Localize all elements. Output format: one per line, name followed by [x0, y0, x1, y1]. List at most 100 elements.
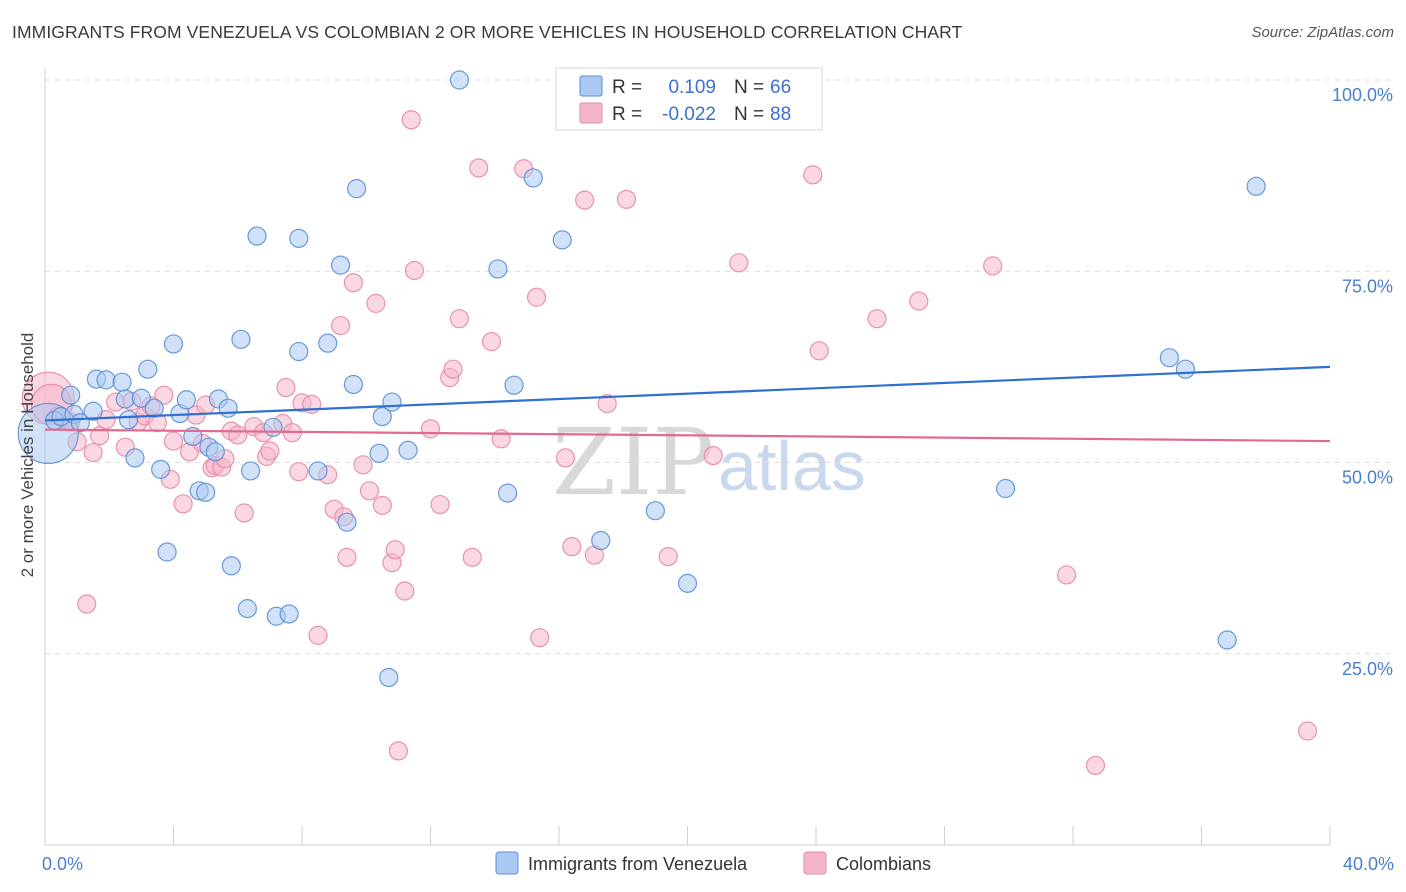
point-venezuela [157, 542, 177, 562]
point-colombians [366, 293, 386, 313]
series-legend-swatch-blue [495, 851, 519, 875]
point-venezuela [196, 482, 216, 502]
point-colombians [163, 431, 184, 451]
point-colombians [77, 594, 97, 614]
point-venezuela [231, 329, 251, 349]
point-colombians [909, 291, 929, 311]
point-colombians [430, 494, 450, 515]
series-legend-label-blue: Immigrants from Venezuela [528, 854, 748, 874]
point-venezuela [308, 461, 328, 481]
point-colombians [343, 273, 363, 293]
legend-r-value-1: 0.109 [668, 77, 716, 98]
y-tick-label: 25.0% [1342, 659, 1393, 679]
point-colombians [395, 581, 415, 601]
point-colombians [555, 448, 576, 468]
point-colombians [703, 446, 723, 466]
y-tick-label: 50.0% [1342, 468, 1393, 488]
legend-n-value-2: 88 [770, 104, 791, 125]
chart-source: Source: ZipAtlas.com [1251, 24, 1394, 41]
point-colombians [385, 540, 405, 560]
point-venezuela [552, 230, 572, 250]
point-colombians [308, 625, 328, 645]
legend-r-label-1: R = [612, 77, 642, 98]
point-colombians [597, 393, 617, 414]
point-colombians [1297, 721, 1318, 741]
point-venezuela [218, 398, 238, 418]
point-venezuela [677, 573, 698, 593]
point-colombians [443, 359, 463, 379]
point-venezuela [504, 375, 524, 395]
y-tick-label: 75.0% [1342, 276, 1393, 296]
legend-n-value-1: 66 [770, 77, 791, 98]
point-venezuela [347, 179, 367, 199]
point-venezuela [118, 410, 139, 430]
point-venezuela [372, 407, 392, 427]
series-legend-swatch-pink [803, 851, 827, 875]
point-colombians [616, 189, 637, 209]
point-colombians [154, 385, 174, 405]
trend-lines [44, 365, 1331, 443]
point-venezuela [61, 385, 81, 405]
point-colombians [260, 441, 280, 461]
point-colombians [388, 741, 408, 761]
point-venezuela [330, 255, 351, 275]
y-tick-label: 100.0% [1332, 85, 1393, 105]
series-legend-label-pink: Colombians [836, 854, 931, 874]
legend-r-value-2: -0.022 [662, 104, 716, 125]
point-venezuela [398, 440, 418, 460]
legend-r-label-2: R = [612, 104, 642, 125]
y-axis-title: 2 or more Vehicles in Household [18, 333, 37, 578]
point-venezuela [205, 442, 225, 462]
trend-line-colombians [44, 428, 1331, 443]
trend-line-venezuela [44, 365, 1331, 422]
point-venezuela [96, 370, 116, 390]
point-venezuela [1217, 630, 1237, 650]
point-venezuela [125, 448, 145, 468]
point-venezuela [337, 512, 357, 532]
point-colombians [234, 503, 254, 523]
point-venezuela [144, 398, 164, 418]
point-colombians [359, 481, 380, 501]
point-colombians [491, 429, 511, 449]
point-colombians [809, 341, 829, 361]
point-venezuela [289, 228, 309, 248]
point-colombians [530, 628, 550, 648]
point-venezuela [263, 417, 283, 437]
point-colombians [803, 165, 823, 185]
legend-swatch-pink [579, 102, 603, 124]
point-colombians [1085, 755, 1106, 776]
point-colombians [481, 332, 502, 352]
point-colombians [173, 494, 193, 514]
legend-n-label-2: N = [734, 104, 764, 125]
point-colombians [1056, 565, 1077, 585]
series-legend: Immigrants from Venezuela Colombians [495, 851, 931, 875]
point-venezuela [382, 392, 402, 412]
point-venezuela [279, 604, 299, 624]
point-colombians [983, 256, 1003, 276]
point-colombians [575, 190, 595, 210]
point-venezuela [1246, 176, 1266, 196]
point-colombians [372, 495, 392, 515]
point-venezuela [369, 443, 389, 463]
point-venezuela [1175, 359, 1196, 379]
point-colombians [330, 315, 351, 336]
point-venezuela [995, 478, 1016, 499]
legend-n-label-1: N = [734, 77, 764, 98]
x-tick-label: 40.0% [1343, 854, 1394, 874]
point-venezuela [221, 556, 241, 576]
point-colombians [228, 425, 248, 445]
point-venezuela [112, 372, 132, 392]
point-colombians [83, 442, 103, 463]
point-venezuela [488, 259, 508, 279]
legend-swatch-blue [579, 75, 603, 97]
point-venezuela [343, 374, 363, 395]
point-venezuela [379, 667, 399, 688]
point-venezuela [247, 226, 267, 246]
point-venezuela [131, 388, 151, 408]
point-colombians [526, 287, 547, 307]
tick-labels: 25.0% 50.0% 75.0% 100.0% 0.0% 40.0% [42, 85, 1394, 874]
point-venezuela [289, 341, 309, 362]
point-colombians [276, 377, 296, 398]
point-colombians [658, 546, 678, 567]
